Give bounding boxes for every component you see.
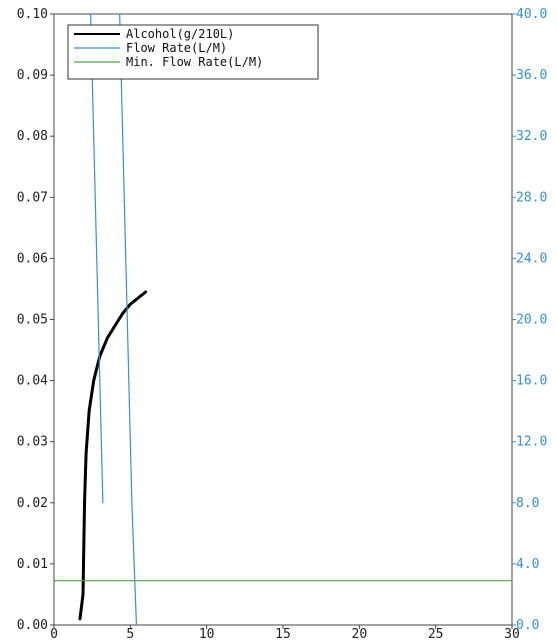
y-tick-label: 0.04	[17, 374, 48, 389]
plot-frame	[53, 13, 513, 626]
y2-tick-label: 24.0	[516, 251, 547, 266]
y2-tick-label: 40.0	[516, 7, 547, 22]
x-tick-label: 30	[504, 627, 520, 641]
left-axis: 0.00 0.01 0.02 0.03 0.04 0.05 0.06 0.07 0.08 0.09…	[17, 7, 54, 633]
y-tick-label: 0.08	[17, 129, 48, 144]
y2-tick-label: 8.0	[516, 496, 539, 511]
y-tick-label: 0.01	[17, 557, 48, 572]
y2-tick-label: 16.0	[516, 374, 547, 389]
x-tick-label: 25	[428, 627, 444, 641]
y-tick-label: 0.00	[17, 618, 48, 633]
y-tick-label: 0.07	[17, 190, 48, 205]
y2-tick-label: 28.0	[516, 190, 547, 205]
y2-tick-label: 4.0	[516, 557, 539, 572]
y-tick-label: 0.03	[17, 435, 48, 450]
x-tick-label: 0	[50, 627, 58, 641]
y2-tick-label: 20.0	[516, 313, 547, 328]
y-tick-label: 0.02	[17, 496, 48, 511]
legend-label: Alcohol(g/210L)	[126, 27, 234, 41]
y-tick-label: 0.05	[17, 313, 48, 328]
y2-tick-label: 12.0	[516, 435, 547, 450]
x-tick-label: 5	[126, 627, 134, 641]
y2-tick-label: 32.0	[516, 129, 547, 144]
legend-label: Flow Rate(L/M)	[126, 41, 227, 55]
plot-area	[53, 13, 513, 626]
legend-label: Min. Flow Rate(L/M)	[126, 55, 263, 69]
bottom-axis: 0 5 10 15 20 25 30	[50, 625, 520, 641]
legend: Alcohol(g/210L)Flow Rate(L/M)Min. Flow R…	[67, 24, 319, 80]
x-tick-label: 20	[352, 627, 368, 641]
y2-tick-label: 0.0	[516, 618, 539, 633]
x-tick-label: 10	[199, 627, 215, 641]
series-line-0	[78, 290, 148, 621]
right-axis: 0.0 4.0 8.0 12.0 16.0 20.0 24.0 28.0 32.0 36.0 40.…	[512, 7, 547, 633]
x-tick-label: 15	[275, 627, 291, 641]
y-tick-label: 0.10	[17, 7, 48, 22]
y2-tick-label: 36.0	[516, 68, 547, 83]
y-tick-label: 0.09	[17, 68, 48, 83]
y-tick-label: 0.06	[17, 251, 48, 266]
